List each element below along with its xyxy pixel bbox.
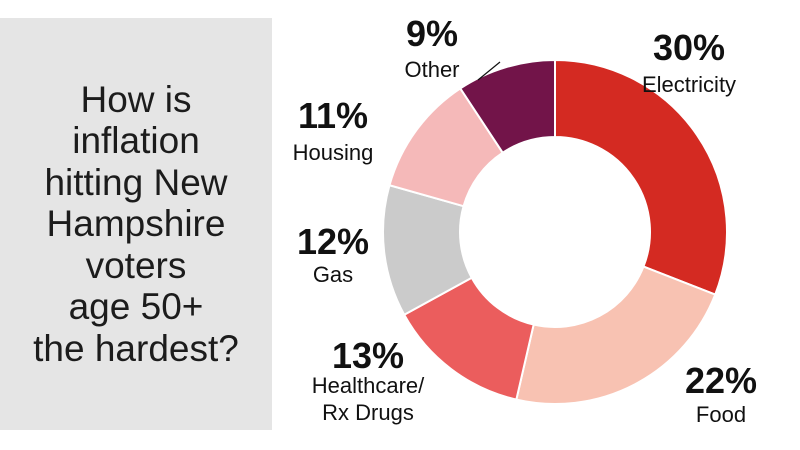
title-line: age 50+ (68, 286, 204, 328)
category-label-gas: Gas (313, 262, 353, 287)
slices-group (382, 58, 728, 405)
value-label-gas: 12% (297, 221, 369, 262)
title-panel: How is inflation hitting New Hampshire v… (0, 18, 272, 430)
title-line: Hampshire (46, 203, 226, 245)
labels-group: 30% Electricity 22%Food 13%Healthcare/Rx Dr… (293, 13, 757, 427)
category-label-food: Food (696, 402, 746, 427)
other-leader-line (477, 61, 501, 81)
title-line: voters (85, 244, 187, 286)
value-label-food: 22% (685, 360, 757, 401)
slice-food (515, 265, 717, 405)
value-label-electricity: 30% (653, 27, 725, 68)
category-label-healthcare-rx-drugs: Healthcare/ (312, 373, 425, 398)
title-line: inflation (72, 120, 200, 162)
donut-chart: 30% Electricity 22%Food 13%Healthcare/Rx Dr… (293, 13, 757, 427)
category-label-other: Other (404, 57, 459, 82)
title-line: the hardest? (33, 327, 239, 369)
title-line: hitting New (44, 161, 228, 203)
category-label-healthcare-rx-drugs: Rx Drugs (322, 400, 414, 425)
value-label-other: 9% (406, 13, 458, 54)
chart-title: How is inflation hitting New Hampshire v… (6, 79, 266, 369)
slice-electricity (554, 58, 728, 296)
value-label-housing: 11% (298, 95, 368, 136)
value-label-healthcare-rx-drugs: 13% (332, 335, 404, 376)
title-line: How is (80, 78, 192, 120)
category-label-housing: Housing (293, 140, 374, 165)
category-label-electricity: Electricity (642, 72, 736, 97)
